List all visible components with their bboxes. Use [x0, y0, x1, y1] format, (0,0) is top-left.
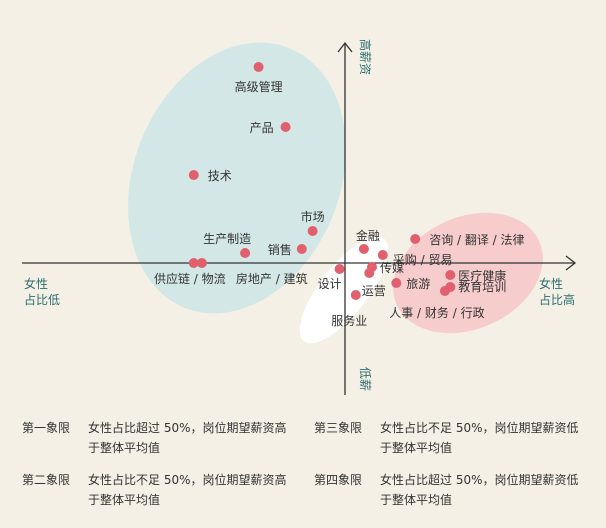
y-axis-arrow — [337, 41, 353, 53]
data-point — [445, 270, 456, 280]
data-point — [377, 250, 388, 260]
y-axis-top-label: 高薪资 — [358, 39, 373, 75]
x-axis-left-label-line1: 女性 — [24, 276, 48, 291]
data-point-label: 教育培训 — [458, 279, 506, 294]
data-point — [410, 234, 421, 244]
x-axis-arrow — [565, 255, 577, 271]
data-point — [296, 244, 307, 254]
y-axis-bottom-label: 低薪 — [358, 367, 372, 391]
data-point — [253, 62, 264, 72]
data-point — [280, 122, 291, 132]
data-point — [334, 264, 345, 274]
data-point-label: 服务业 — [331, 313, 367, 328]
data-point-label: 设计 — [318, 277, 342, 291]
data-point-label: 咨询 / 翻译 / 法律 — [429, 232, 524, 247]
data-point — [196, 258, 207, 268]
data-point-label: 房地产 / 建筑 — [236, 271, 308, 286]
data-point-label: 技术 — [208, 169, 232, 183]
data-point-label: 医疗健康 — [458, 268, 506, 283]
data-point — [364, 268, 375, 278]
cluster-ellipse-right — [393, 212, 543, 334]
legend-desc: 女性占比超过 50%，岗位期望薪资低于整体平均值 — [380, 473, 579, 507]
data-point — [188, 258, 199, 268]
data-point — [439, 286, 450, 296]
data-point-label: 生产制造 — [203, 232, 251, 246]
data-point — [188, 170, 199, 180]
data-point-label: 高级管理 — [235, 79, 283, 94]
legend-quadrant: 第四象限 — [314, 473, 363, 487]
data-point — [358, 244, 369, 254]
x-axis-left-label-line2: 占比低 — [24, 292, 60, 307]
data-point-label: 销售 — [268, 242, 292, 257]
legend-quadrant: 第三象限 — [314, 421, 363, 435]
cluster-ellipse-left — [128, 42, 346, 314]
data-point — [307, 226, 318, 236]
data-point — [391, 278, 402, 288]
data-point-label: 运营 — [362, 284, 386, 298]
data-point-label: 采购 / 贸易 — [393, 252, 453, 267]
data-point-label: 供应链 / 物流 — [154, 271, 226, 286]
data-point — [350, 290, 361, 300]
data-point-label: 产品 — [250, 121, 274, 135]
legend-quadrant: 第二象限 — [22, 473, 71, 487]
x-axis-right-label-line2: 占比高 — [539, 292, 575, 307]
x-axis-right-label-line1: 女性 — [539, 276, 563, 291]
legend-quadrant: 第一象限 — [22, 421, 71, 435]
data-point-label: 市场 — [301, 209, 325, 224]
data-point-label: 人事 / 财务 / 行政 — [389, 305, 484, 320]
legend-desc: 女性占比超过 50%，岗位期望薪资高于整体平均值 — [88, 421, 287, 455]
legend-desc: 女性占比不足 50%，岗位期望薪资低于整体平均值 — [380, 421, 579, 455]
data-point — [240, 248, 251, 258]
data-point-label: 金融 — [356, 228, 380, 243]
data-point-label: 传媒 — [380, 260, 404, 275]
legend-desc: 女性占比不足 50%，岗位期望薪资高于整体平均值 — [88, 473, 287, 507]
data-point-label: 旅游 — [406, 277, 430, 291]
